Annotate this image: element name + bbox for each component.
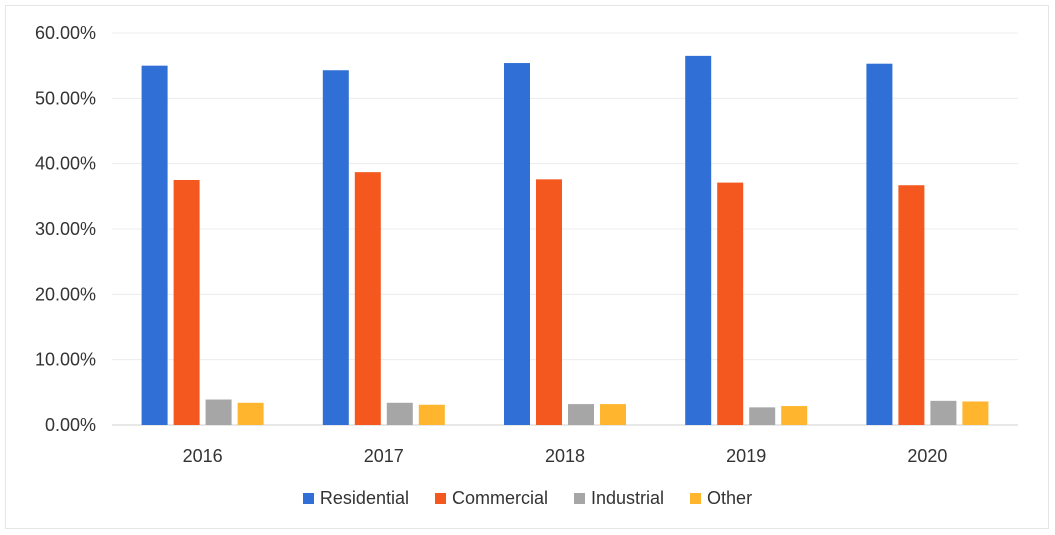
bar-commercial-2020 (898, 185, 925, 425)
bar-residential-2019 (685, 55, 712, 425)
legend-label: Industrial (591, 488, 665, 508)
bar-chart: 0.00% 10.00% 20.00% 30.00% 40.00% 50.00% 60.00… (35, 23, 1018, 466)
bar-other-2017 (418, 404, 445, 425)
y-tick-label: 10.00% (35, 350, 96, 370)
legend-label: Residential (319, 488, 409, 508)
legend-item-commercial: Commercial (434, 488, 548, 509)
bar-industrial-2016 (205, 399, 232, 425)
x-tick-label: 2018 (545, 446, 585, 466)
bar-commercial-2017 (354, 172, 381, 425)
y-tick-label: 60.00% (35, 23, 96, 43)
legend-item-residential: Residential (302, 488, 409, 509)
y-tick-label: 20.00% (35, 284, 96, 304)
y-tick-label: 0.00% (45, 415, 96, 435)
legend-item-other: Other (690, 488, 752, 509)
legend-swatch (434, 493, 446, 504)
bar-commercial-2019 (717, 182, 744, 425)
y-tick-label: 50.00% (35, 88, 96, 108)
x-tick-label: 2020 (907, 446, 947, 466)
x-tick-label: 2017 (364, 446, 404, 466)
bar-industrial-2018 (568, 404, 594, 425)
x-tick-label: 2019 (726, 446, 766, 466)
y-tick-label: 30.00% (35, 219, 96, 239)
bar-residential-2016 (141, 65, 168, 426)
bar-residential-2020 (866, 63, 893, 425)
legend-label: Commercial (451, 488, 548, 508)
legend-swatch (690, 493, 702, 504)
bar-commercial-2018 (536, 179, 562, 425)
bar-other-2016 (237, 402, 264, 425)
legend-swatch (574, 493, 585, 504)
bar-industrial-2020 (930, 400, 957, 425)
bar-industrial-2017 (386, 402, 413, 425)
x-tick-label: 2016 (183, 446, 223, 466)
bar-other-2020 (962, 401, 989, 425)
legend-label: Other (707, 488, 753, 508)
bar-residential-2017 (322, 70, 349, 426)
legend-item-industrial: Industrial (574, 488, 664, 509)
bar-commercial-2016 (173, 180, 200, 425)
bar-residential-2018 (504, 63, 530, 425)
bar-other-2018 (600, 404, 626, 425)
y-tick-label: 40.00% (35, 154, 96, 174)
bar-other-2019 (781, 406, 808, 425)
bar-industrial-2019 (749, 407, 776, 425)
legend: Residential Commercial Industrial Other (0, 488, 1055, 509)
legend-swatch (302, 493, 314, 504)
